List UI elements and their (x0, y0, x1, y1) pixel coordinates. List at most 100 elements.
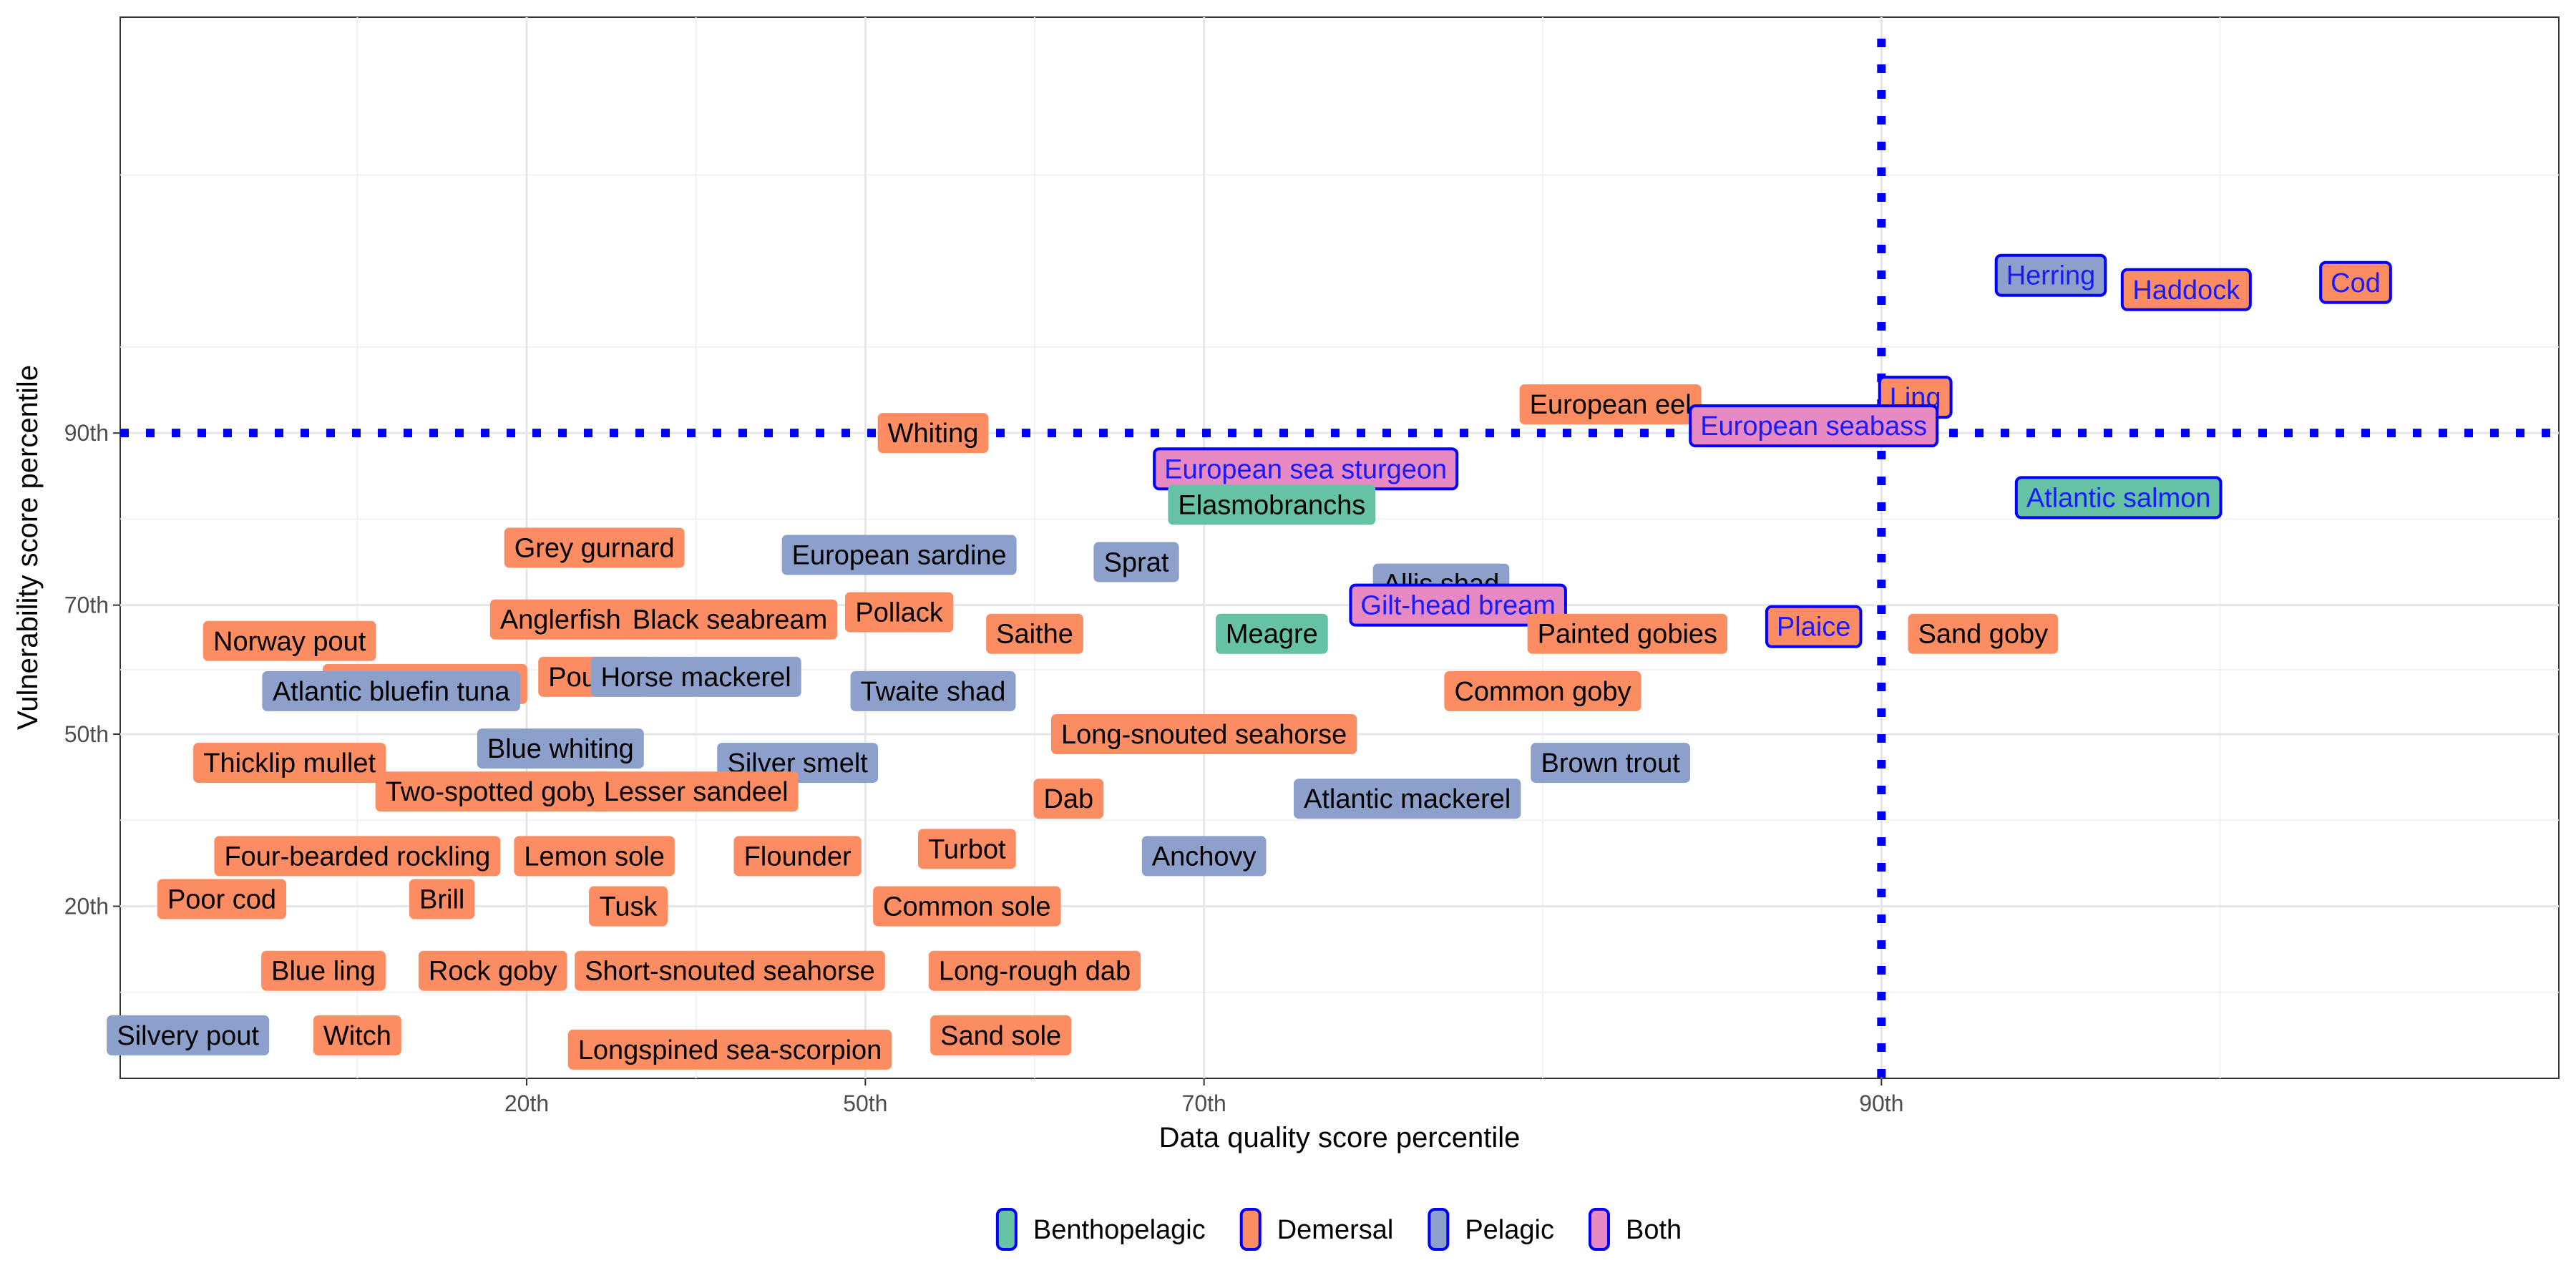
point-label-box (986, 613, 1083, 654)
point-label: Turbot (917, 829, 1016, 869)
y-tick-label: 20th (64, 894, 109, 919)
point-label-box (575, 950, 885, 991)
point-label-box (1765, 605, 1863, 648)
point-label-text: Poor cod (167, 884, 276, 914)
point-label-text: Flounder (744, 841, 852, 872)
point-label-box (1093, 542, 1179, 582)
point-label-box (107, 1015, 270, 1055)
point-label-text: Whiting (888, 419, 979, 449)
point-label: Common goby (1444, 670, 1641, 711)
point-label: Sand goby (1908, 613, 2059, 654)
point-label-box (844, 592, 954, 633)
point-label-box (2120, 268, 2252, 311)
legend-label: Demersal (1277, 1215, 1394, 1245)
point-label-box (203, 620, 376, 661)
point-label-box (1349, 583, 1567, 627)
point-label-text: Horse mackerel (601, 663, 791, 693)
point-label-box (261, 950, 386, 991)
legend: Benthopelagic Demersal Pelagic Both (995, 1208, 1682, 1251)
point-label-text: European eel (1530, 390, 1692, 420)
point-label-box (193, 743, 386, 784)
point-label-text: Tusk (600, 892, 658, 922)
point-label-text: Sprat (1104, 548, 1169, 578)
point-label-box (1051, 714, 1357, 755)
point-label-box (2319, 260, 2392, 304)
point-label-text: Painted gobies (1538, 620, 1717, 650)
point-label-box (850, 670, 1016, 711)
point-label: Haddock (2120, 268, 2252, 311)
point-label-box (1519, 384, 1702, 425)
legend-label: Benthopelagic (1033, 1215, 1206, 1245)
x-tick-label: 20th (504, 1091, 549, 1116)
point-label-box (514, 836, 675, 877)
point-label: Blue ling (261, 950, 386, 991)
point-label-box (1994, 253, 2107, 297)
point-label-text: Anglerfish (500, 605, 621, 635)
y-tick-label: 70th (64, 592, 109, 618)
point-label: Atlantic mackerel (1294, 779, 1521, 819)
point-label-text: Gilt-head bream (1360, 591, 1555, 621)
point-label: Dab (1033, 779, 1104, 819)
legend-swatch (1239, 1208, 1262, 1251)
point-label-text: Long-rough dab (939, 957, 1131, 987)
x-axis-title: Data quality score percentile (1159, 1122, 1521, 1153)
point-label-box (590, 656, 801, 697)
plot-background (119, 16, 2560, 1079)
point-label-text: Meagre (1226, 620, 1318, 650)
point-label-box (375, 771, 610, 812)
point-label-box (504, 527, 685, 568)
point-label-box (1908, 613, 2059, 654)
point-label: European seabass (1689, 404, 1939, 448)
point-label-text: Thicklip mullet (203, 748, 376, 779)
point-label-text: Pollack (855, 598, 943, 628)
point-label-box (930, 1015, 1072, 1055)
point-label-text: Common goby (1454, 677, 1631, 707)
point-label-text: Blue ling (271, 957, 376, 987)
point-label: Thicklip mullet (193, 743, 386, 784)
point-label-box (409, 879, 475, 919)
point-label: Herring (1994, 253, 2107, 297)
point-label-text: Sand goby (1918, 620, 2048, 650)
point-label-text: Four-bearded rockling (224, 841, 490, 872)
point-label-text: Saithe (996, 620, 1073, 650)
point-label: Plaice (1765, 605, 1863, 648)
point-label-text: Brown trout (1541, 748, 1681, 779)
point-label: Short-snouted seahorse (575, 950, 885, 991)
point-label-text: Witch (323, 1021, 391, 1051)
point-label: European eel (1519, 384, 1702, 425)
point-label-text: Sand sole (940, 1021, 1061, 1051)
point-label: Elasmobranchs (1168, 484, 1376, 525)
point-label-text: Blue whiting (487, 734, 634, 764)
point-label-text: Brill (419, 884, 464, 914)
y-axis-ticks: 20th 50th 70th 90th (64, 420, 120, 919)
point-label: Grey gurnard (504, 527, 685, 568)
point-label-box (1444, 670, 1641, 711)
point-label-text: European seabass (1700, 411, 1927, 441)
point-label-box (1294, 779, 1521, 819)
point-label: Lemon sole (514, 836, 675, 877)
point-label-text: Rock goby (429, 957, 557, 987)
legend-swatch (995, 1208, 1018, 1251)
y-axis-title: Vulnerability score percentile (12, 365, 44, 730)
point-label-box (262, 670, 520, 711)
point-label-box (873, 886, 1061, 927)
point-label-text: European sardine (792, 541, 1007, 571)
point-label: Gilt-head bream (1349, 583, 1567, 627)
point-label: Two-spotted goby (375, 771, 610, 812)
point-label: Anchovy (1141, 836, 1267, 877)
point-label: Pollack (844, 592, 954, 633)
legend-label: Pelagic (1465, 1215, 1554, 1245)
point-label-text: Atlantic salmon (2026, 483, 2211, 513)
threshold-lines (120, 39, 2559, 1078)
point-label-box (418, 950, 567, 991)
point-label-box (1168, 484, 1376, 525)
point-label-box (214, 836, 501, 877)
point-label: Flounder (733, 836, 862, 877)
point-label: Tusk (589, 886, 668, 927)
point-label: Witch (313, 1015, 401, 1055)
point-label: Saithe (986, 613, 1083, 654)
point-label: Long-snouted seahorse (1051, 714, 1357, 755)
point-label-text: European sea sturgeon (1164, 454, 1447, 484)
y-tick-label: 50th (64, 721, 109, 747)
